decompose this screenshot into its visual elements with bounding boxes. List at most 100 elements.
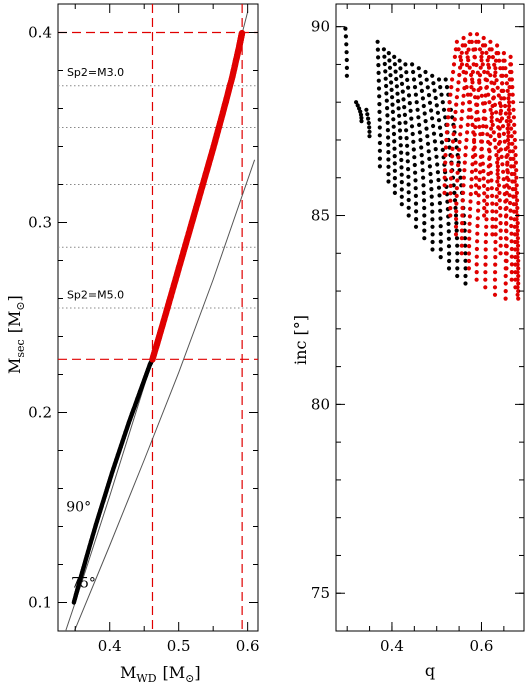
- right-data-point: [448, 198, 453, 203]
- right-data-point: [504, 81, 509, 86]
- right-data-point: [509, 239, 514, 244]
- right-data-point: [399, 202, 404, 207]
- right-data-point: [454, 39, 459, 44]
- right-data-point: [440, 100, 445, 105]
- right-data-point: [396, 106, 401, 111]
- right-data-point: [470, 122, 475, 127]
- right-data-point: [447, 100, 452, 105]
- right-data-point: [488, 73, 493, 78]
- right-data-point: [515, 292, 520, 297]
- right-data-point: [462, 160, 467, 165]
- right-data-point: [454, 216, 459, 222]
- right-ytick-label: 90: [311, 18, 330, 36]
- right-data-point: [505, 145, 510, 150]
- right-data-point: [423, 119, 428, 124]
- right-data-point: [492, 62, 497, 67]
- right-data-point: [452, 198, 458, 203]
- right-data-point: [421, 103, 426, 109]
- right-data-point: [424, 77, 429, 82]
- right-data-point: [490, 232, 495, 237]
- right-data-point: [479, 58, 484, 63]
- right-data-point: [462, 168, 467, 173]
- right-data-point: [460, 101, 465, 106]
- right-data-point: [463, 273, 468, 279]
- right-data-point: [367, 134, 372, 139]
- right-data-point: [438, 85, 443, 90]
- right-data-point: [492, 285, 498, 290]
- right-data-point: [494, 187, 500, 192]
- right-data-point: [354, 100, 359, 105]
- right-data-point: [496, 141, 501, 146]
- right-data-point: [454, 193, 459, 198]
- right-data-point: [475, 216, 480, 221]
- right-data-point: [406, 197, 411, 203]
- right-data-point: [467, 221, 472, 226]
- left-plot-frame: [57, 3, 259, 632]
- right-data-point: [398, 66, 403, 71]
- right-data-point: [386, 135, 391, 140]
- right-data-point: [470, 69, 475, 75]
- right-data-point: [478, 154, 483, 159]
- right-xlabel: q: [425, 661, 435, 680]
- right-data-point: [377, 156, 382, 161]
- right-data-point: [450, 77, 455, 82]
- right-data-point: [453, 232, 459, 237]
- right-data-point: [384, 98, 389, 103]
- right-data-point: [442, 190, 447, 195]
- right-data-point: [475, 231, 480, 236]
- right-data-point: [481, 183, 487, 188]
- right-data-point: [399, 180, 404, 185]
- right-data-point: [513, 160, 519, 165]
- right-data-point: [343, 26, 348, 31]
- right-data-point: [406, 85, 411, 90]
- right-data-point: [403, 120, 408, 125]
- right-data-point: [446, 244, 452, 249]
- right-data-point: [377, 133, 382, 138]
- right-data-point: [410, 62, 415, 67]
- right-data-point: [507, 111, 512, 116]
- right-data-point: [416, 66, 421, 71]
- right-data-point: [406, 213, 411, 218]
- right-data-point: [515, 262, 520, 267]
- right-data-point: [474, 39, 479, 44]
- right-data-point: [461, 183, 466, 188]
- right-data-point: [425, 134, 430, 139]
- right-data-point: [515, 239, 520, 245]
- right-data-point: [486, 164, 491, 169]
- right-data-point: [386, 142, 391, 147]
- right-data-point: [466, 266, 471, 271]
- right-data-point: [493, 145, 498, 150]
- right-data-point: [445, 122, 450, 127]
- right-data-point: [416, 115, 421, 120]
- right-data-point: [377, 109, 382, 114]
- left-ytick-label: 0.1: [28, 594, 52, 612]
- right-data-point: [469, 115, 474, 120]
- right-data-point: [455, 87, 460, 92]
- right-data-point: [392, 62, 397, 67]
- right-data-point: [435, 170, 440, 175]
- right-data-point: [483, 239, 488, 245]
- right-data-point: [483, 232, 489, 237]
- right-data-point: [503, 258, 508, 263]
- right-data-point: [436, 77, 442, 82]
- right-data-point: [423, 69, 428, 75]
- right-data-point: [473, 168, 478, 173]
- right-data-point: [343, 34, 348, 39]
- right-data-point: [504, 221, 509, 226]
- right-data-point: [482, 191, 487, 196]
- left-series-red_series: [149, 29, 246, 363]
- right-data-point: [409, 116, 414, 121]
- right-data-point: [477, 170, 483, 175]
- right-data-point: [501, 51, 506, 56]
- right-data-point: [482, 198, 487, 203]
- right-data-point: [430, 116, 435, 121]
- right-data-point: [498, 205, 503, 211]
- right-data-point: [430, 247, 435, 252]
- right-data-point: [511, 115, 516, 120]
- right-data-point: [448, 213, 453, 218]
- right-data-point: [434, 103, 439, 108]
- right-data-point: [396, 99, 401, 104]
- right-data-point: [503, 103, 508, 109]
- right-data-point: [480, 62, 485, 67]
- right-data-point: [454, 221, 459, 226]
